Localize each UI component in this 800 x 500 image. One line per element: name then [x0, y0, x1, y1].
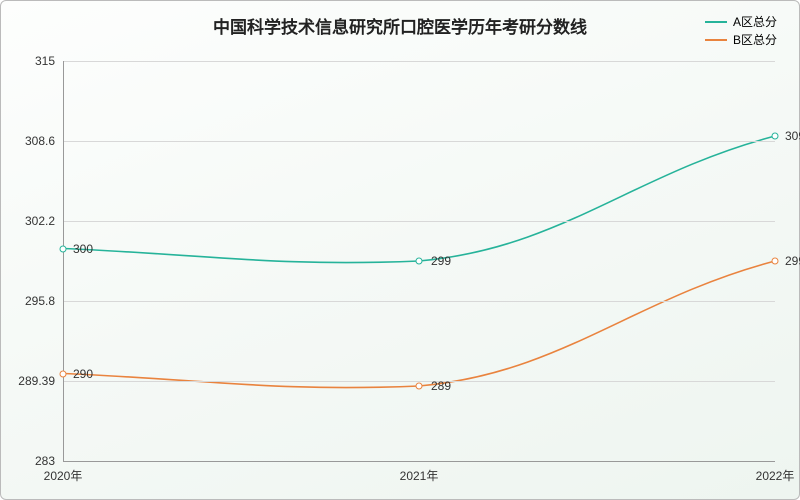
data-point [772, 133, 779, 140]
series-line-0 [63, 136, 775, 263]
legend-item-a: A区总分 [705, 13, 777, 31]
data-label: 309 [783, 129, 800, 143]
data-point [416, 258, 423, 265]
legend-item-b: B区总分 [705, 31, 777, 49]
data-label: 299 [429, 254, 453, 268]
data-point [772, 258, 779, 265]
plot-area: 283289.39295.8302.2308.63152020年2021年202… [63, 61, 775, 461]
chart-title: 中国科学技术信息研究所口腔医学历年考研分数线 [1, 13, 799, 38]
gridline [63, 221, 775, 222]
data-label: 290 [71, 367, 95, 381]
data-label: 289 [429, 379, 453, 393]
y-tick-label: 302.2 [25, 214, 63, 228]
x-tick-label: 2020年 [44, 461, 83, 484]
data-label: 300 [71, 242, 95, 256]
data-point [60, 245, 67, 252]
gridline [63, 61, 775, 62]
x-axis [63, 461, 775, 462]
legend-label-a: A区总分 [733, 13, 777, 31]
legend-label-b: B区总分 [733, 31, 777, 49]
y-tick-label: 295.8 [25, 294, 63, 308]
data-label: 299 [783, 254, 800, 268]
y-tick-label: 289.39 [18, 374, 63, 388]
x-tick-label: 2022年 [756, 461, 795, 484]
legend: A区总分 B区总分 [705, 13, 777, 49]
chart-container: 中国科学技术信息研究所口腔医学历年考研分数线 A区总分 B区总分 283289.… [0, 0, 800, 500]
data-point [60, 370, 67, 377]
x-tick-label: 2021年 [400, 461, 439, 484]
legend-swatch-a [705, 21, 727, 23]
y-tick-label: 315 [35, 54, 63, 68]
y-axis [63, 61, 64, 461]
gridline [63, 141, 775, 142]
y-tick-label: 308.6 [25, 134, 63, 148]
gridline [63, 301, 775, 302]
series-line-1 [63, 261, 775, 388]
data-point [416, 383, 423, 390]
legend-swatch-b [705, 39, 727, 41]
